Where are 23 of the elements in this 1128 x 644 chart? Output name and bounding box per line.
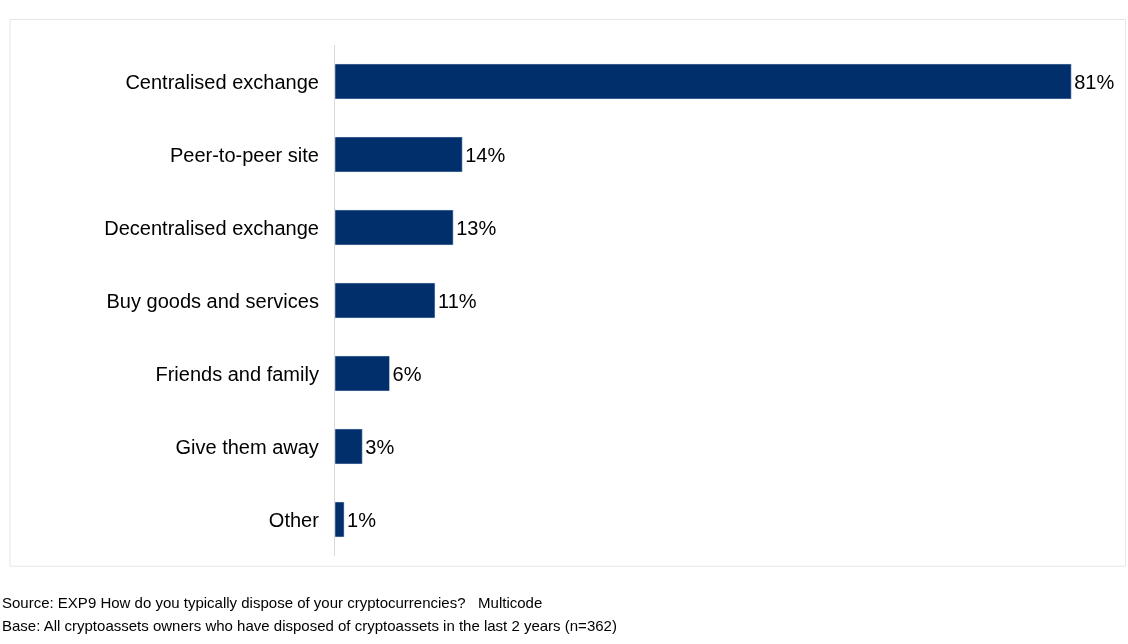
bar — [335, 209, 454, 246]
y-tick-label: Give them away — [175, 435, 330, 458]
data-label: 6% — [392, 362, 422, 385]
data-label: 81% — [1074, 70, 1115, 93]
bar — [335, 136, 463, 173]
bar — [335, 355, 390, 392]
data-label: 11% — [437, 289, 477, 312]
y-tick-label: Friends and family — [155, 362, 330, 385]
data-label: 3% — [365, 435, 395, 458]
y-tick-label: Peer-to-peer site — [169, 143, 330, 166]
bar — [335, 428, 363, 465]
bar — [335, 282, 436, 319]
bar — [335, 63, 1072, 100]
data-label: 1% — [347, 508, 377, 531]
y-tick-label: Decentralised exchange — [104, 216, 330, 239]
data-label: 13% — [456, 216, 497, 239]
source-note: Source: EXP9 How do you typically dispose of your cryptocurrencies? Multicode — [2, 594, 543, 611]
y-tick-label: Centralised exchange — [125, 70, 330, 93]
data-label: 14% — [465, 143, 506, 166]
y-tick-label: Other — [268, 508, 330, 531]
bar — [335, 501, 345, 538]
text: Base: All cryptoassets owners who have disposed of cryptoassets in the last 2 years (n=362) — [2, 617, 617, 634]
y-tick-label: Buy goods and services — [106, 289, 330, 312]
